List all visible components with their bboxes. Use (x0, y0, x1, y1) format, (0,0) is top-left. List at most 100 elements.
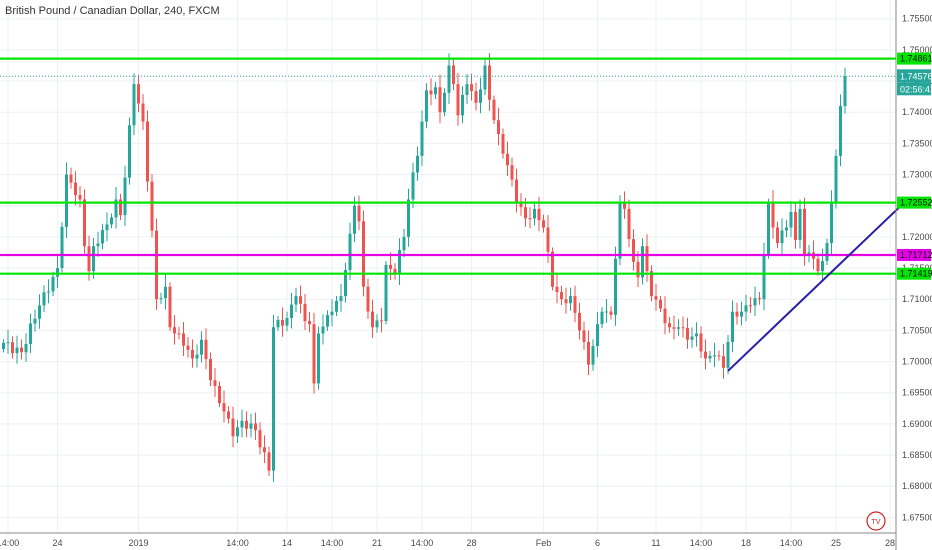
support-level-badge (897, 196, 931, 209)
candle-body (461, 94, 464, 116)
candle-body (452, 65, 455, 85)
candle-body (74, 182, 77, 195)
candle-body (393, 268, 397, 275)
x-tick-label: 11 (651, 538, 660, 548)
y-tick-label: 1.71000 (902, 294, 932, 304)
candle-body (830, 202, 833, 244)
last-price-badge (897, 69, 931, 83)
candle-body (240, 420, 244, 428)
x-tick-label: 24 (52, 538, 62, 548)
x-tick-label: 14:00 (0, 538, 19, 548)
candle-body (195, 354, 199, 359)
candle-body (677, 327, 680, 329)
candle-body (123, 177, 127, 216)
candle-body (488, 65, 491, 100)
candle-body (173, 327, 176, 334)
candle-body (177, 333, 181, 335)
candle-body (42, 292, 46, 306)
y-tick-label: 1.73500 (902, 138, 932, 148)
candle-body (222, 403, 226, 412)
candle-body (47, 291, 50, 293)
x-tick-label: 14:00 (780, 538, 803, 548)
candle-body (726, 341, 730, 368)
candle-body (87, 246, 91, 272)
candle-body (308, 321, 311, 325)
candle-body (794, 211, 797, 241)
candle-body (344, 270, 347, 297)
candle-body (339, 296, 343, 301)
candle-body (816, 258, 820, 272)
candle-body (299, 296, 302, 304)
candle-body (483, 65, 487, 90)
candle-body (245, 420, 248, 429)
candle-body (443, 92, 446, 113)
candle-body (564, 299, 568, 304)
candle-body (839, 105, 842, 156)
candle-body (515, 179, 518, 203)
candle-body (731, 311, 734, 342)
candle-body (119, 199, 122, 216)
candle-body (317, 333, 320, 384)
tradingview-logo[interactable]: TV (866, 511, 886, 531)
candle-body (303, 303, 307, 322)
candle-body (101, 230, 104, 244)
candle-body (380, 320, 383, 322)
candle-body (510, 165, 514, 180)
candle-body (330, 311, 334, 316)
candle-body (681, 327, 685, 329)
y-tick-label: 1.69500 (902, 388, 932, 398)
candle-body (587, 342, 590, 365)
x-tick-label: Feb (536, 538, 552, 548)
pivot-level-badge (897, 248, 931, 261)
candle-body (659, 299, 662, 309)
candle-body (546, 227, 550, 252)
candle-body (492, 99, 496, 121)
candle-body (236, 427, 239, 437)
candle-body (785, 227, 788, 231)
candle-body (218, 385, 221, 404)
candle-body (758, 298, 761, 300)
level-badge-label: 1.71712 (900, 250, 932, 260)
candle-body (249, 423, 253, 429)
candle-body (6, 342, 10, 344)
support-level-badge (897, 52, 931, 65)
candle-body (92, 246, 95, 272)
candle-body (569, 296, 572, 304)
candle-body (497, 120, 500, 135)
candle-body (290, 304, 293, 318)
candle-body (744, 305, 748, 312)
trendline[interactable] (727, 202, 905, 372)
candle-body (434, 87, 437, 95)
candle-body (591, 346, 595, 365)
level-badge-label: 1.72552 (900, 198, 932, 208)
candle-body (501, 134, 505, 154)
candle-body (578, 312, 581, 331)
level-badge-label: 1.74861 (900, 54, 932, 64)
candle-body (618, 202, 622, 259)
x-tick-label: 14:00 (321, 538, 344, 548)
x-tick-label: 14 (282, 538, 292, 548)
candle-body (429, 90, 433, 95)
candle-body (398, 250, 401, 275)
candle-body (209, 359, 212, 381)
x-tick-label: 2019 (128, 538, 148, 548)
candle-body (15, 347, 19, 354)
x-tick-label: 28 (466, 538, 476, 548)
y-tick-label: 1.70500 (902, 325, 932, 335)
x-tick-label: 18 (741, 538, 751, 548)
line-layer (0, 57, 905, 372)
support-level-badge (897, 267, 931, 280)
x-tick-label: 6 (595, 538, 600, 548)
candle-body (641, 246, 644, 278)
candle-body (164, 286, 167, 299)
y-tick-label: 1.75500 (902, 14, 932, 24)
candle-body (533, 208, 536, 219)
chart-title: British Pound / Canadian Dollar, 240, FX… (5, 5, 220, 17)
candle-body (155, 230, 158, 300)
candle-body (663, 308, 667, 324)
candle-body (740, 311, 743, 317)
candle-body (335, 300, 338, 312)
candle-body (294, 296, 298, 305)
